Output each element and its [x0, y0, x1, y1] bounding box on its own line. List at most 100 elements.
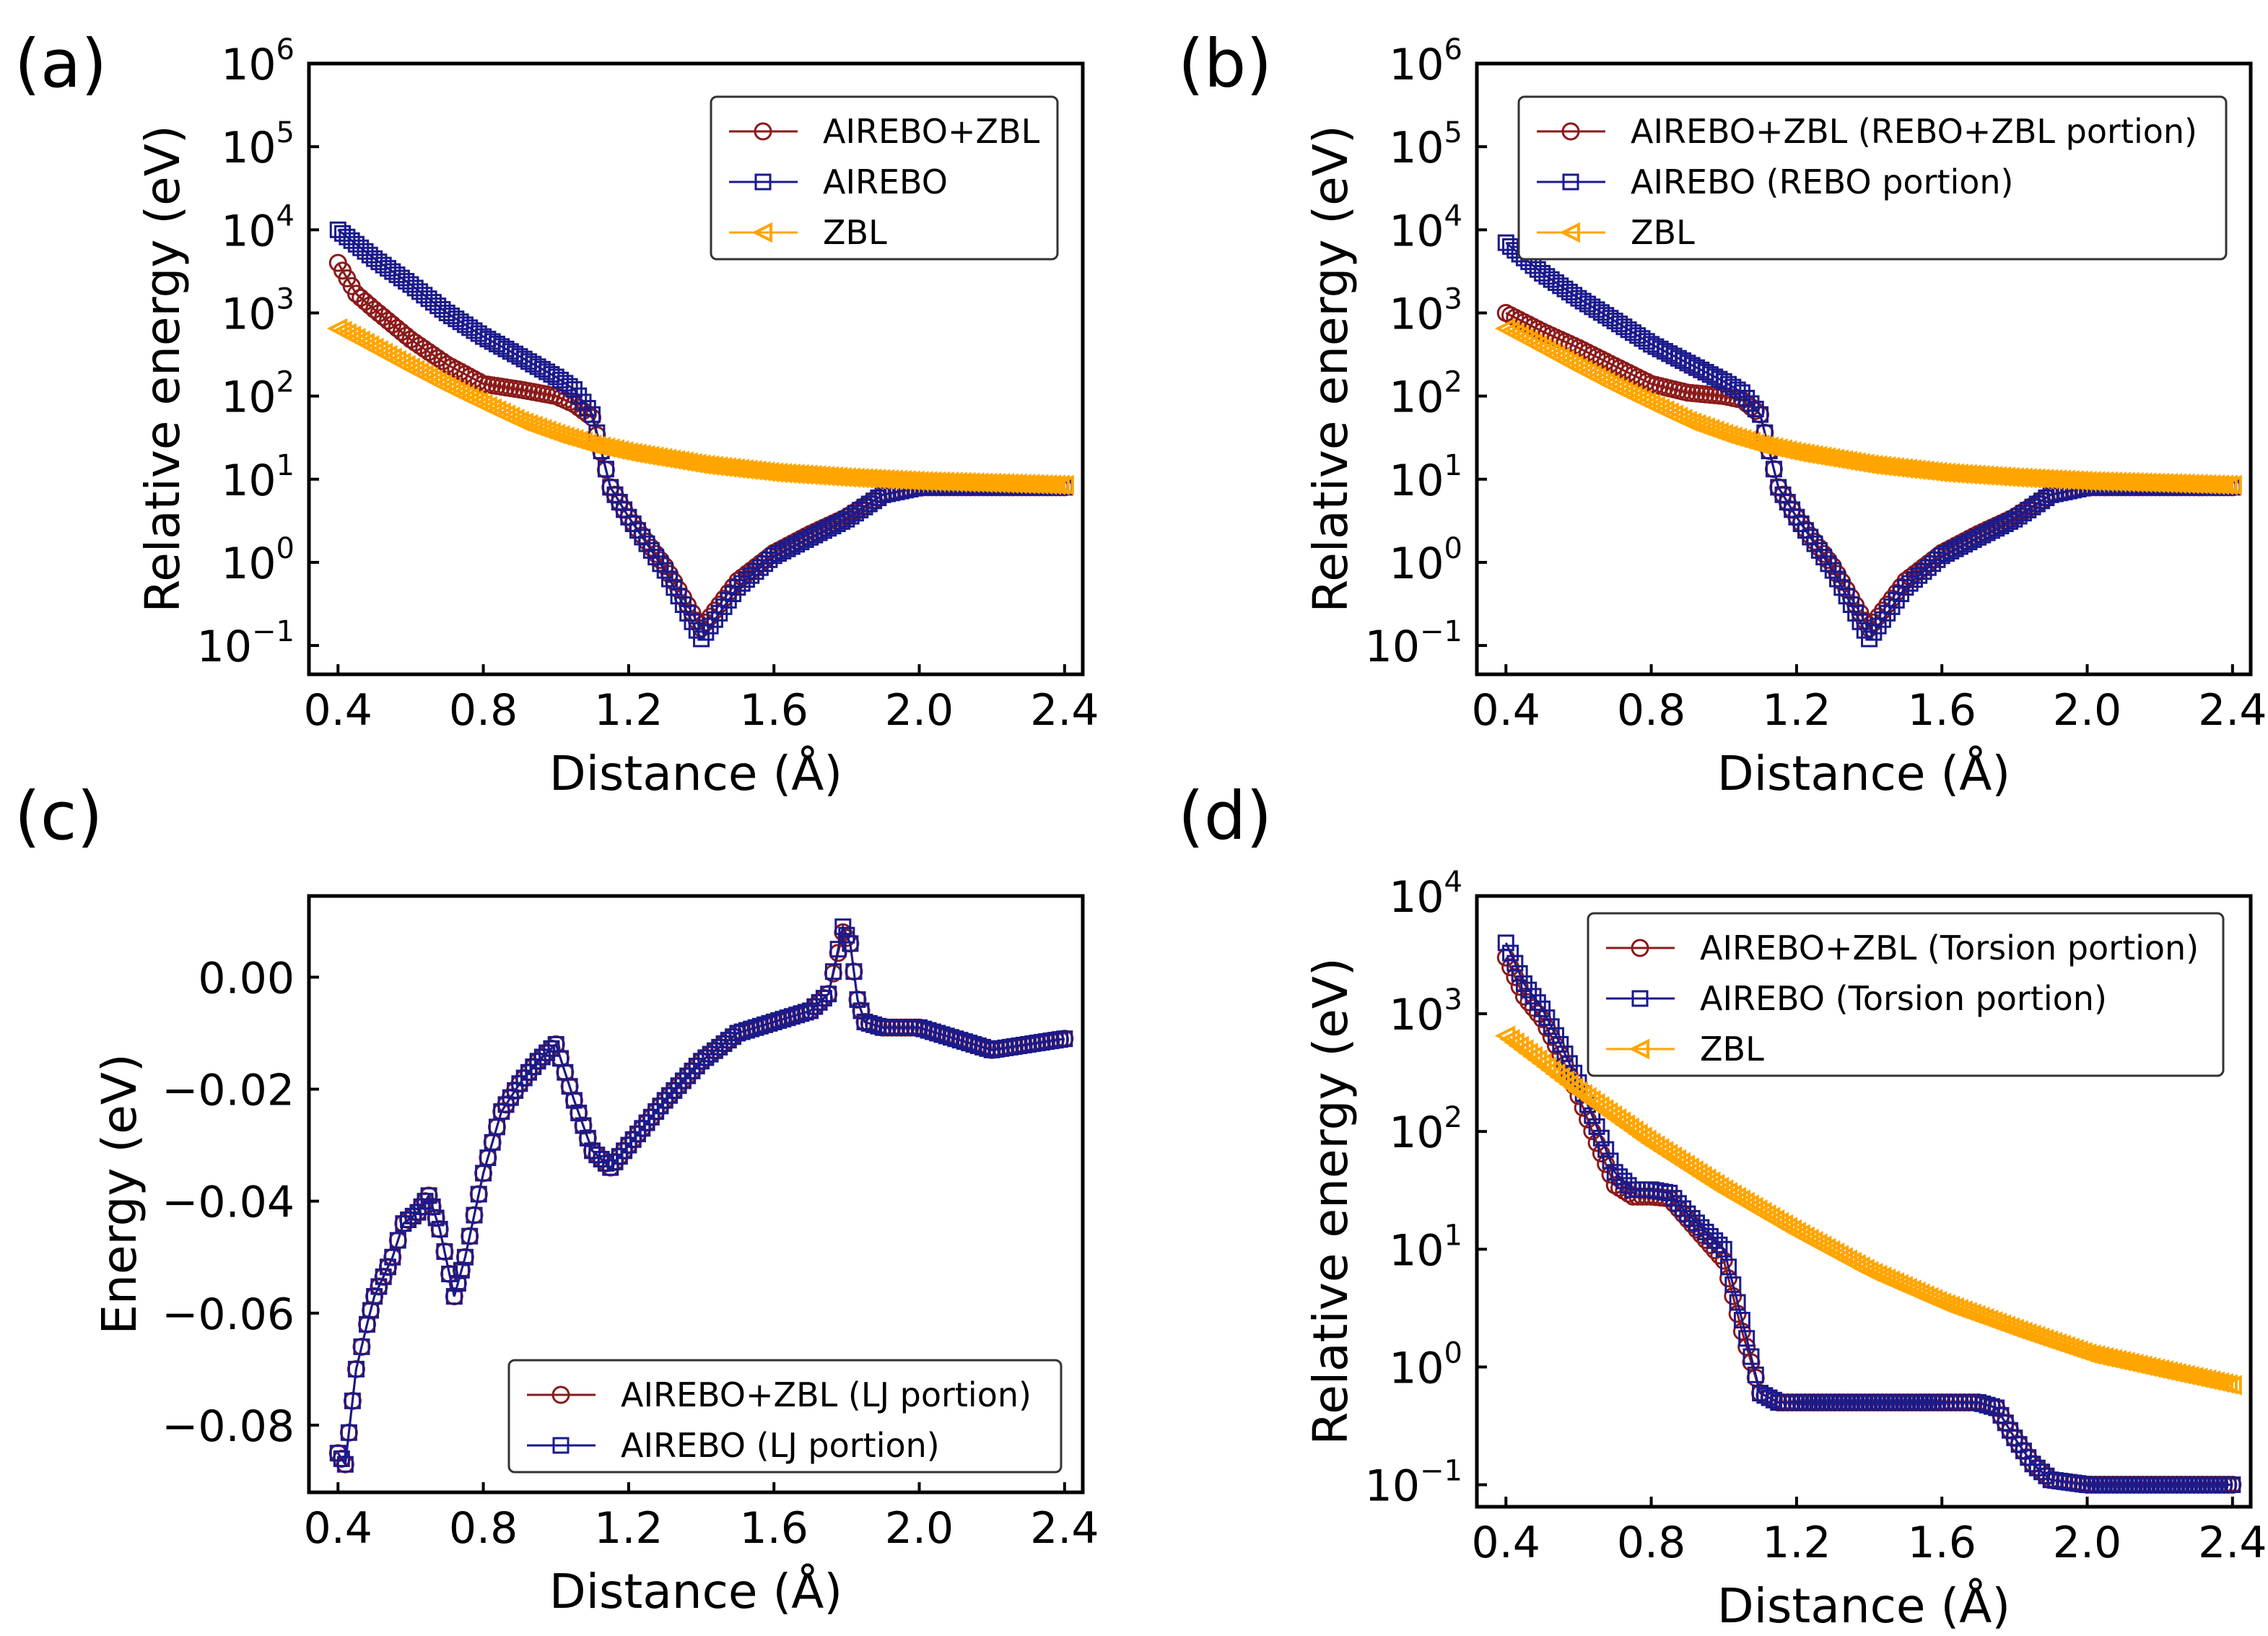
data-point: [1588, 301, 1605, 318]
data-point: [384, 1248, 401, 1266]
series-blue: [329, 918, 1073, 1473]
panel-a: (a) 0.4 0.8 1.2 1.6 2.0 2.4 106 105 104 103 102 101 1…: [14, 25, 1099, 801]
legend-marker: [754, 122, 772, 141]
data-point: [834, 918, 852, 936]
data-point: [433, 352, 452, 370]
data-point: [1566, 287, 1583, 304]
data-point: [470, 1185, 487, 1203]
data-point: [661, 570, 679, 588]
y-tick-label: 102: [1389, 1101, 1462, 1158]
data-point: [852, 501, 869, 518]
data-point: [1711, 1236, 1728, 1253]
data-point: [1747, 401, 1764, 418]
x-tick-label: 1.6: [1907, 1518, 1976, 1568]
data-point: [666, 1082, 683, 1100]
data-point: [1547, 1027, 1564, 1044]
data-point: [842, 508, 860, 525]
data-point: [344, 1392, 361, 1409]
data-point: [1592, 304, 1610, 321]
data-point: [606, 1153, 624, 1170]
x-tick-label: 2.4: [1030, 685, 1099, 736]
data-point: [1738, 389, 1755, 406]
data-point: [1738, 1330, 1755, 1347]
legend-marker: [754, 173, 772, 191]
legend-box: [1517, 95, 2228, 261]
data-point: [1570, 290, 1587, 307]
x-tick-label: 0.8: [449, 685, 518, 736]
data-point: [1683, 1210, 1701, 1227]
data-point: [2212, 474, 2233, 495]
legend: AIREBO+ZBL AIREBO ZBL: [710, 95, 1059, 261]
legend-label: AIREBO (REBO portion): [1631, 162, 2014, 201]
data-point: [429, 349, 448, 367]
y-tick-label: −0.04: [162, 1178, 295, 1228]
data-point: [838, 926, 855, 944]
data-point: [1049, 474, 1070, 495]
data-point: [1597, 307, 1615, 324]
data-point: [401, 330, 420, 349]
data-point: [661, 1087, 679, 1104]
data-point: [1556, 1045, 1574, 1063]
data-point: [1665, 1190, 1683, 1207]
data-point: [842, 935, 859, 952]
data-point: [411, 336, 429, 355]
data-point: [647, 1103, 665, 1121]
data-point: [1724, 378, 1742, 396]
data-point: [820, 985, 837, 1003]
legend-label: ZBL: [1700, 1030, 1764, 1069]
legend-box: [507, 1359, 1063, 1474]
data-point: [424, 1198, 441, 1215]
legend-label: AIREBO+ZBL (REBO+ZBL portion): [1631, 112, 2197, 151]
data-point: [515, 1069, 533, 1087]
data-point: [797, 1004, 814, 1021]
data-point: [1715, 373, 1732, 390]
x-tick-label: 1.6: [739, 685, 808, 736]
data-point: [1056, 1030, 1073, 1048]
x-tick-label: 2.4: [2198, 1518, 2267, 1568]
legend-marker: [1559, 222, 1580, 243]
data-point: [2217, 474, 2238, 495]
data-point: [543, 366, 560, 383]
data-point: [620, 1136, 637, 1154]
y-tick-label: 104: [1389, 199, 1462, 256]
data-point: [543, 1040, 560, 1057]
data-point: [838, 510, 855, 528]
data-point: [856, 498, 873, 515]
legend-box: [710, 95, 1059, 261]
data-point: [845, 963, 863, 980]
data-point: [815, 990, 832, 1007]
data-point: [602, 1159, 619, 1176]
legend-label: AIREBO+ZBL (Torsion portion): [1700, 928, 2199, 967]
data-point: [436, 1243, 453, 1260]
data-point: [652, 1097, 669, 1115]
data-point: [353, 1338, 370, 1355]
data-point: [561, 378, 578, 395]
data-point: [404, 1207, 422, 1224]
data-point: [1511, 965, 1528, 982]
data-point: [1983, 1398, 2000, 1415]
data-point: [1534, 1000, 1551, 1017]
legend-label: ZBL: [1631, 213, 1695, 252]
data-point: [1044, 474, 1065, 495]
data-point: [1592, 1129, 1610, 1146]
y-tick-label: −0.08: [162, 1401, 295, 1452]
plot-area: [1494, 234, 2242, 648]
data-point: [1497, 934, 1514, 952]
legend-marker: [1631, 990, 1649, 1007]
data-point: [1752, 406, 1769, 423]
data-point: [670, 1077, 687, 1095]
data-point: [1502, 944, 1519, 962]
data-point: [1720, 375, 1737, 393]
data-point: [1602, 310, 1619, 327]
data-point: [688, 1058, 705, 1075]
data-point: [811, 993, 828, 1011]
plot-area: [326, 221, 1074, 648]
legend-label: AIREBO (Torsion portion): [1700, 979, 2107, 1018]
data-point: [1701, 1227, 1719, 1245]
x-tick-label: 2.0: [885, 1503, 954, 1554]
axes-frame: [1475, 894, 2253, 1509]
data-point: [1715, 1240, 1732, 1258]
legend-marker: [1628, 1038, 1649, 1060]
data-point: [1824, 562, 1841, 579]
data-point: [1574, 292, 1592, 310]
